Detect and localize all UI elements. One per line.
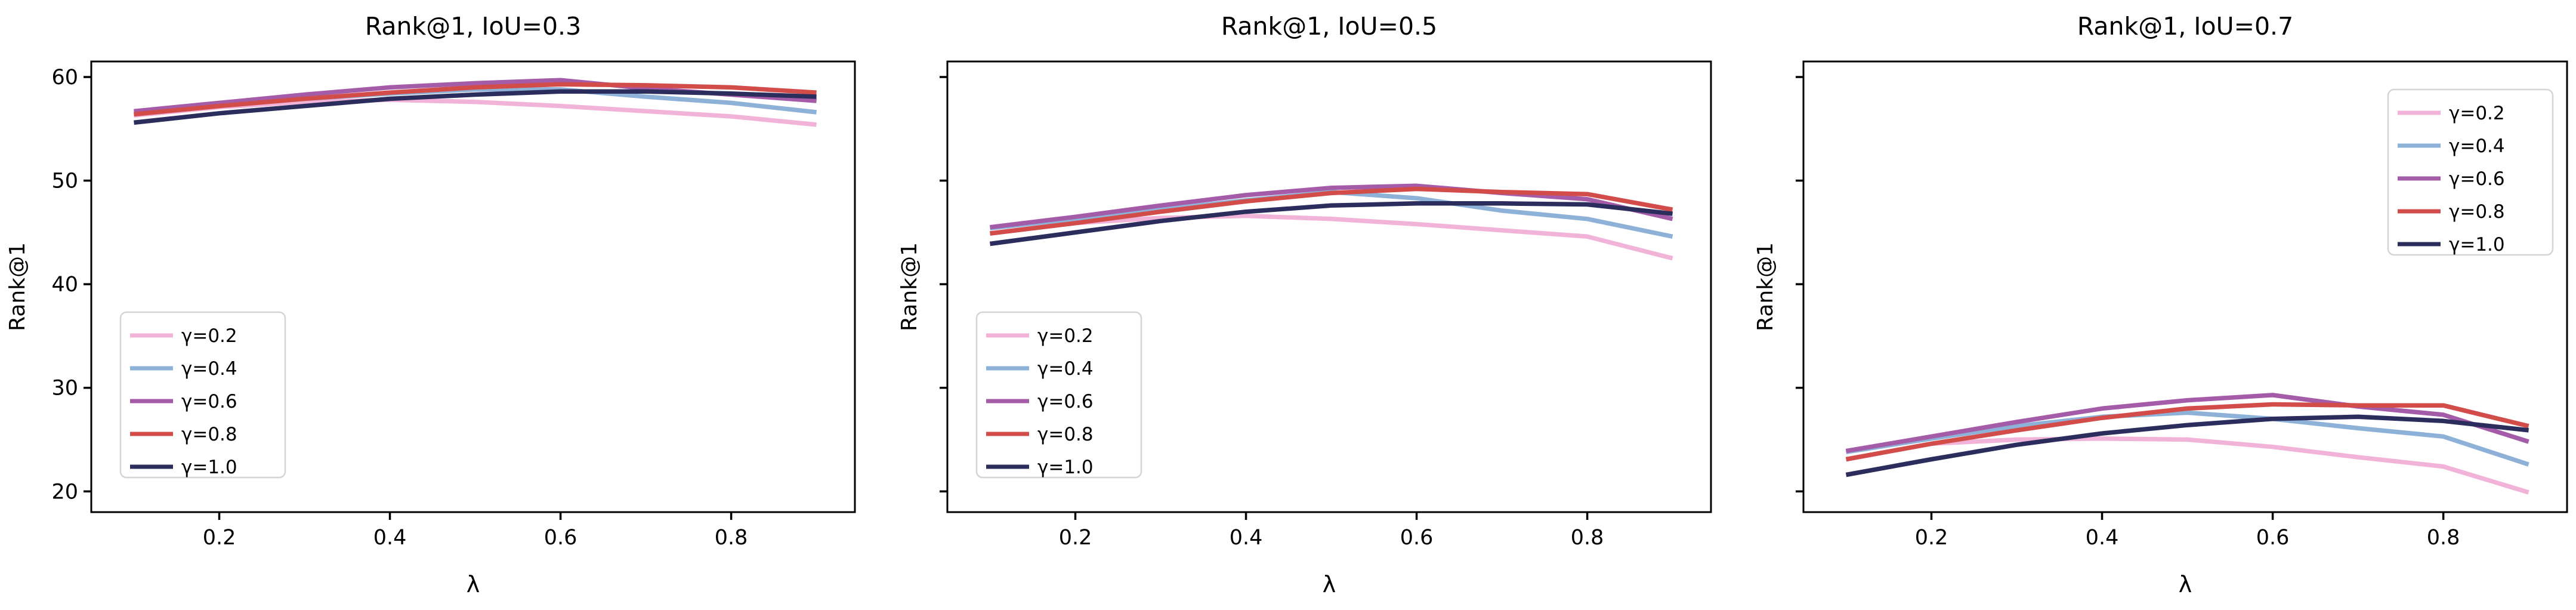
legend-label: γ=1.0 [1037,457,1094,478]
legend-box [119,311,286,479]
legend-label: γ=0.4 [2449,135,2505,157]
legend: γ=0.2 γ=0.4 γ=0.6 γ=0.8 γ=1.0 [2387,88,2554,256]
series-line-γ=0.8 [1845,402,2529,462]
legend: γ=0.2 γ=0.4 γ=0.6 γ=0.8 γ=1.0 [975,311,1142,479]
legend-label: γ=0.6 [2449,168,2505,190]
legend-label: γ=0.4 [181,358,237,380]
y-axis-label: Rank@1 [1753,242,1778,331]
x-tick-label: 0.8 [715,526,748,550]
legend-label: γ=0.8 [181,424,237,445]
subplot-iou-0.3: Rank@1, IoU=0.3 0.2 0.4 0.6 0.8 20 30 40 50 60 λ Ra… [5,12,856,597]
y-tick-label: 60 [51,66,78,90]
x-tick-label: 0.2 [1059,526,1092,550]
series-line-γ=1.0 [990,201,1673,247]
series-line-γ=0.2 [1845,436,2529,495]
legend-label: γ=0.8 [2449,201,2505,223]
legend-label: γ=1.0 [181,457,237,478]
series-line-γ=0.6 [990,183,1673,230]
x-tick-label: 0.6 [2256,526,2290,550]
x-tick-label: 0.6 [544,526,577,550]
x-tick-label: 0.6 [1400,526,1434,550]
axes-frame [946,60,1712,513]
x-tick-label: 0.2 [203,526,236,550]
x-tick-label: 0.8 [1571,526,1604,550]
y-tick-label: 50 [51,170,78,193]
axes-frame [1802,60,2568,513]
y-tick-label: 20 [51,480,78,504]
axes-frame [90,60,856,513]
legend-label: γ=0.6 [181,391,237,412]
legend-label: γ=0.6 [1037,391,1094,412]
series-line-γ=0.8 [990,186,1673,236]
subplot-title: Rank@1, IoU=0.7 [2077,12,2293,41]
x-tick-label: 0.4 [1230,526,1263,550]
x-tick-label: 0.2 [1915,526,1948,550]
series-line-γ=1.0 [134,89,817,125]
x-axis-label: λ [1323,571,1336,597]
legend-label: γ=0.2 [2449,103,2505,124]
subplot-iou-0.5: Rank@1, IoU=0.50.2 0.4 0.6 0.8λRank@1γ=0.2γ… [897,12,1712,597]
y-axis-label: Rank@1 [5,242,30,331]
x-tick-label: 0.8 [2427,526,2460,550]
x-tick-label: 0.4 [373,526,407,550]
legend-box [975,311,1142,479]
subplot-title: Rank@1, IoU=0.3 [365,12,581,41]
legend-label: γ=0.2 [181,325,237,347]
legend-label: γ=1.0 [2449,234,2505,255]
legend-label: γ=0.8 [1037,424,1094,445]
x-axis-label: λ [2179,571,2192,597]
y-tick-label: 40 [51,273,78,297]
subplot-iou-0.7: Rank@1, IoU=0.70.2 0.4 0.6 0.8λRank@1γ=0.2γ… [1753,12,2568,597]
series-line-γ=0.6 [1845,393,2529,454]
x-tick-label: 0.4 [2086,526,2119,550]
y-tick-label: 30 [51,377,78,400]
legend: γ=0.2 γ=0.4 γ=0.6 γ=0.8 γ=1.0 [119,311,286,479]
legend-label: γ=0.2 [1037,325,1094,347]
y-axis-label: Rank@1 [897,242,922,331]
legend-box [2387,88,2554,256]
series-line-γ=0.4 [1845,410,2529,467]
subplot-title: Rank@1, IoU=0.5 [1221,12,1437,41]
x-axis-label: λ [467,571,480,597]
legend-label: γ=0.4 [1037,358,1094,380]
series-line-γ=0.8 [134,82,817,117]
series-line-γ=1.0 [1845,414,2529,477]
